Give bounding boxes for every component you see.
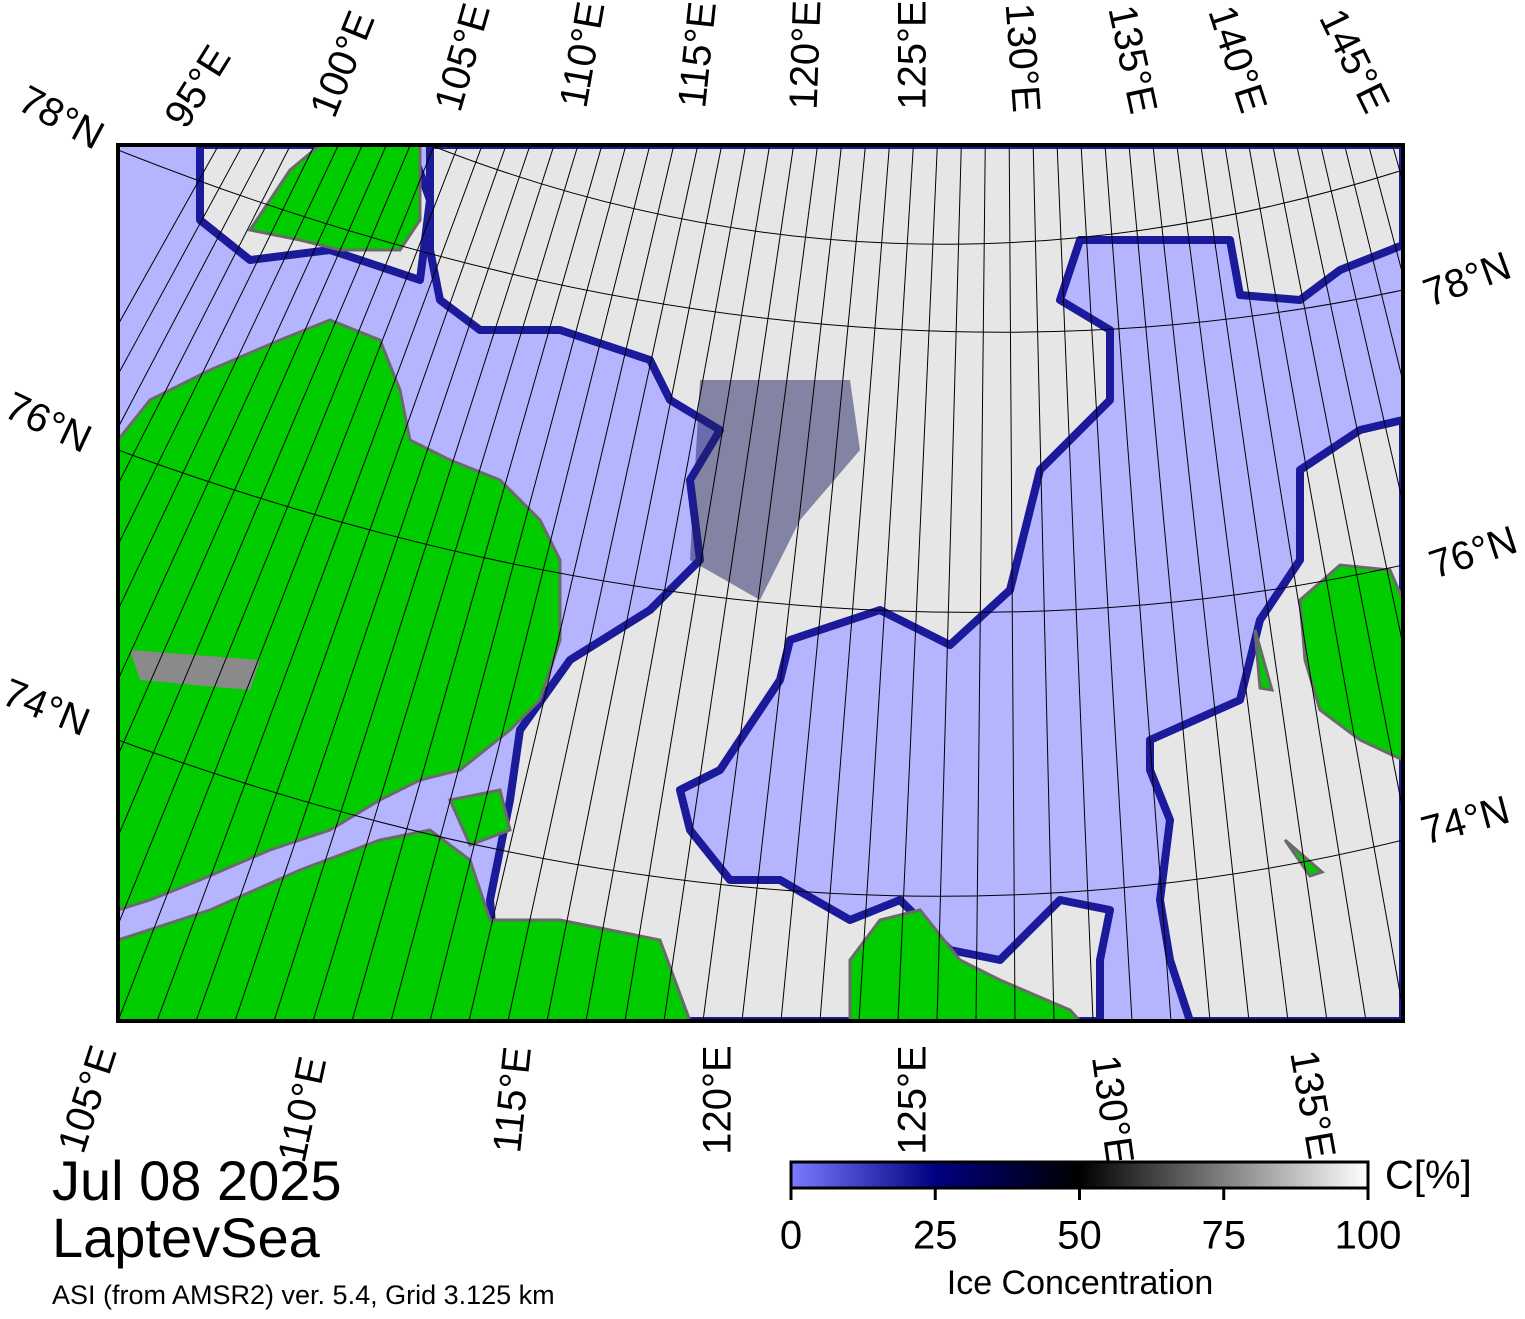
meridian [1008, 145, 1016, 1021]
meridian [1056, 145, 1094, 1021]
source: ASI (from AMSR2) ver. 5.4, Grid 3.125 km [52, 1280, 555, 1310]
meridian [741, 145, 843, 1021]
land-island [447, 788, 512, 847]
meridian [468, 145, 675, 1021]
meridian [312, 145, 579, 1021]
meridian [780, 145, 866, 1021]
meridian [156, 145, 483, 1021]
meridian [1032, 145, 1055, 1021]
bottom-label: 120°E [696, 1045, 740, 1154]
meridian [1272, 145, 1403, 814]
date: Jul 08 2025 [52, 1149, 342, 1212]
parallel [118, 449, 1403, 613]
colorbar-tick-label: 25 [913, 1214, 958, 1258]
meridian [118, 145, 411, 838]
meridian [1104, 145, 1172, 1021]
meridian [118, 145, 316, 547]
map-frame [116, 143, 1405, 1023]
top-label: 135°E [1099, 1, 1165, 117]
bottom-label: 135°E [1281, 1047, 1343, 1162]
parallel [429, 145, 1403, 245]
meridian [118, 145, 340, 612]
land-island [1253, 629, 1275, 692]
meridian [702, 145, 819, 1021]
meridian [118, 145, 459, 1021]
right-label: 74°N [1417, 788, 1515, 854]
meridian [390, 145, 627, 1021]
meridian [1152, 145, 1250, 1021]
meridian [1296, 145, 1403, 648]
left-label: 76°N [0, 384, 98, 462]
bottom-label: 125°E [891, 1045, 935, 1154]
meridian [118, 145, 435, 927]
land-taymyr [118, 318, 562, 912]
meridian [1344, 145, 1403, 384]
top-label: 110°E [552, 0, 614, 111]
meridian [118, 145, 268, 429]
map-area [118, 145, 1403, 1021]
top-label: 100°E [302, 5, 384, 123]
meridian [195, 145, 507, 1021]
land-lena-delta [848, 908, 1083, 1021]
top-label: 105°E [426, 0, 498, 116]
top-label: 140°E [1199, 0, 1275, 118]
meridian [118, 145, 244, 376]
colorbar-tick-label: 100 [1335, 1214, 1402, 1258]
meridian [897, 145, 938, 1021]
meridian [1128, 145, 1211, 1021]
top-label: 95°E [156, 38, 240, 135]
top-label: 120°E [782, 0, 830, 110]
region: LaptevSea [52, 1206, 321, 1269]
colorbar-tick-label: 75 [1202, 1214, 1247, 1258]
top-label: 130°E [997, 2, 1049, 114]
meridian [1176, 145, 1289, 1021]
left-label: 78°N [11, 77, 111, 158]
meridian [1200, 145, 1328, 1021]
meridian [975, 145, 986, 1021]
meridian [234, 145, 531, 1021]
colorbar-ticks: 0 25 50 75 100 [780, 1188, 1402, 1258]
meridian [1320, 145, 1403, 506]
colorbar-tick-label: 50 [1057, 1214, 1102, 1258]
meridian [429, 145, 651, 1021]
ice-dark-patch [690, 380, 860, 600]
meridian [858, 145, 914, 1021]
colorbar-unit: C[%] [1385, 1154, 1472, 1198]
top-label: 145°E [1310, 2, 1398, 120]
left-label: 74°N [0, 671, 96, 745]
meridian [118, 145, 387, 757]
meridian [118, 145, 220, 326]
meridian [1080, 145, 1133, 1021]
meridian [663, 145, 795, 1021]
meridian [936, 145, 962, 1021]
right-label: 76°N [1424, 518, 1523, 587]
meridian [585, 145, 747, 1021]
meridian [273, 145, 555, 1021]
parallel [118, 739, 1403, 897]
land-south-west [118, 828, 692, 1021]
meridian [1224, 145, 1367, 1021]
bottom-label: 130°E [1083, 1052, 1142, 1166]
meridian [1248, 145, 1403, 1013]
top-label: 125°E [891, 0, 935, 109]
meridian [118, 145, 292, 486]
graticule [118, 145, 1403, 1021]
right-label: 78°N [1418, 244, 1517, 316]
colorbar-tick-label: 0 [780, 1214, 802, 1258]
bottom-label: 105°E [50, 1040, 126, 1158]
meridian [819, 145, 890, 1021]
colorbar-label: Ice Concentration [947, 1264, 1214, 1302]
land-lake [130, 650, 260, 690]
parallel [118, 149, 1403, 333]
meridian [546, 145, 723, 1021]
meridian [624, 145, 771, 1021]
colorbar [789, 1160, 1370, 1190]
meridian [351, 145, 603, 1021]
top-label: 115°E [670, 0, 725, 110]
meridian [118, 145, 363, 681]
meridian [507, 145, 699, 1021]
bottom-label: 115°E [485, 1045, 540, 1155]
